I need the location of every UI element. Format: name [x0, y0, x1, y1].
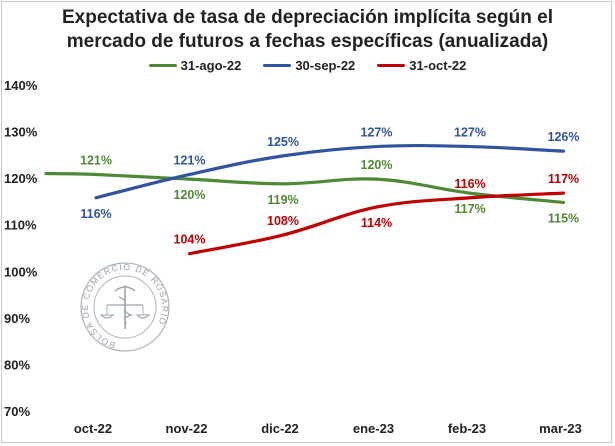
series-line-31-ago-22	[44, 171, 566, 205]
y-tick-label: 110%	[4, 218, 37, 233]
seal-inner-ring	[93, 275, 157, 339]
data-label: 121%	[80, 153, 112, 167]
data-label: 116%	[454, 177, 485, 191]
y-tick-label: 130%	[4, 125, 38, 140]
seal-serpent	[118, 296, 133, 326]
data-label: 104%	[174, 233, 206, 247]
y-tick-label: 140%	[4, 78, 38, 93]
legend-item-31-oct-22: 31-oct-22	[377, 58, 466, 73]
x-tick-label: oct-22	[74, 421, 112, 436]
data-label: 116%	[80, 207, 111, 221]
x-axis: oct-22 nov-22 dic-22 ene-23 feb-23 mar-23	[74, 421, 582, 436]
data-label: 120%	[361, 158, 393, 172]
legend-label-31-oct-22: 31-oct-22	[409, 58, 467, 73]
data-label: 120%	[174, 188, 206, 202]
data-label: 126%	[548, 130, 580, 144]
chart-title-line-2: mercado de futuros a fechas específicas …	[66, 31, 549, 52]
data-label: 108%	[267, 214, 299, 228]
seal-outer-ring	[80, 262, 170, 352]
data-label: 127%	[361, 126, 393, 140]
data-label: 114%	[361, 216, 392, 230]
data-label: 117%	[548, 172, 579, 186]
data-labels: 121% 120% 119% 120% 117% 115% 116% 121% 125% 127%…	[80, 126, 579, 247]
data-label: 125%	[267, 135, 299, 149]
seal-scale-pan-left	[99, 314, 115, 319]
legend-swatch-31-ago-22	[148, 64, 177, 67]
data-label: 115%	[548, 211, 579, 225]
x-tick-label: nov-22	[166, 421, 208, 436]
x-tick-label: mar-23	[539, 421, 582, 436]
data-label: 121%	[174, 153, 206, 167]
y-tick-label: 90%	[4, 311, 30, 326]
y-axis: 70% 80% 90% 100% 110% 120% 130% 140%	[4, 78, 38, 419]
x-tick-label: dic-22	[261, 421, 299, 436]
series-line-31-oct-22	[187, 191, 566, 256]
data-label: 117%	[454, 202, 485, 216]
y-tick-label: 120%	[4, 171, 38, 186]
legend-label-31-ago-22: 31-ago-22	[180, 58, 242, 73]
chart-legend: 31-ago-22 30-sep-22 31-oct-22	[0, 58, 615, 73]
chart-title-line-1: Expectativa de tasa de depreciación impl…	[61, 7, 554, 28]
legend-item-30-sep-22: 30-sep-22	[263, 58, 355, 73]
series-lines	[44, 143, 566, 256]
series-line-30-sep-22	[94, 143, 566, 200]
seal-scale-pan-right	[135, 314, 151, 319]
legend-swatch-31-oct-22	[377, 64, 406, 67]
x-tick-label: feb-23	[448, 421, 486, 436]
legend-swatch-30-sep-22	[263, 64, 292, 67]
legend-label-30-sep-22: 30-sep-22	[295, 58, 356, 73]
data-label: 127%	[454, 126, 486, 140]
data-label: 119%	[267, 193, 298, 207]
x-tick-label: ene-23	[353, 421, 394, 436]
bolsa-de-comercio-seal: BOLSA DE COMERCIO DE ROSARIO	[80, 262, 170, 352]
y-tick-label: 100%	[4, 264, 38, 279]
y-tick-label: 80%	[4, 357, 30, 372]
y-tick-label: 70%	[4, 404, 30, 419]
legend-item-31-ago-22: 31-ago-22	[148, 58, 242, 73]
seal-wings	[114, 286, 136, 292]
